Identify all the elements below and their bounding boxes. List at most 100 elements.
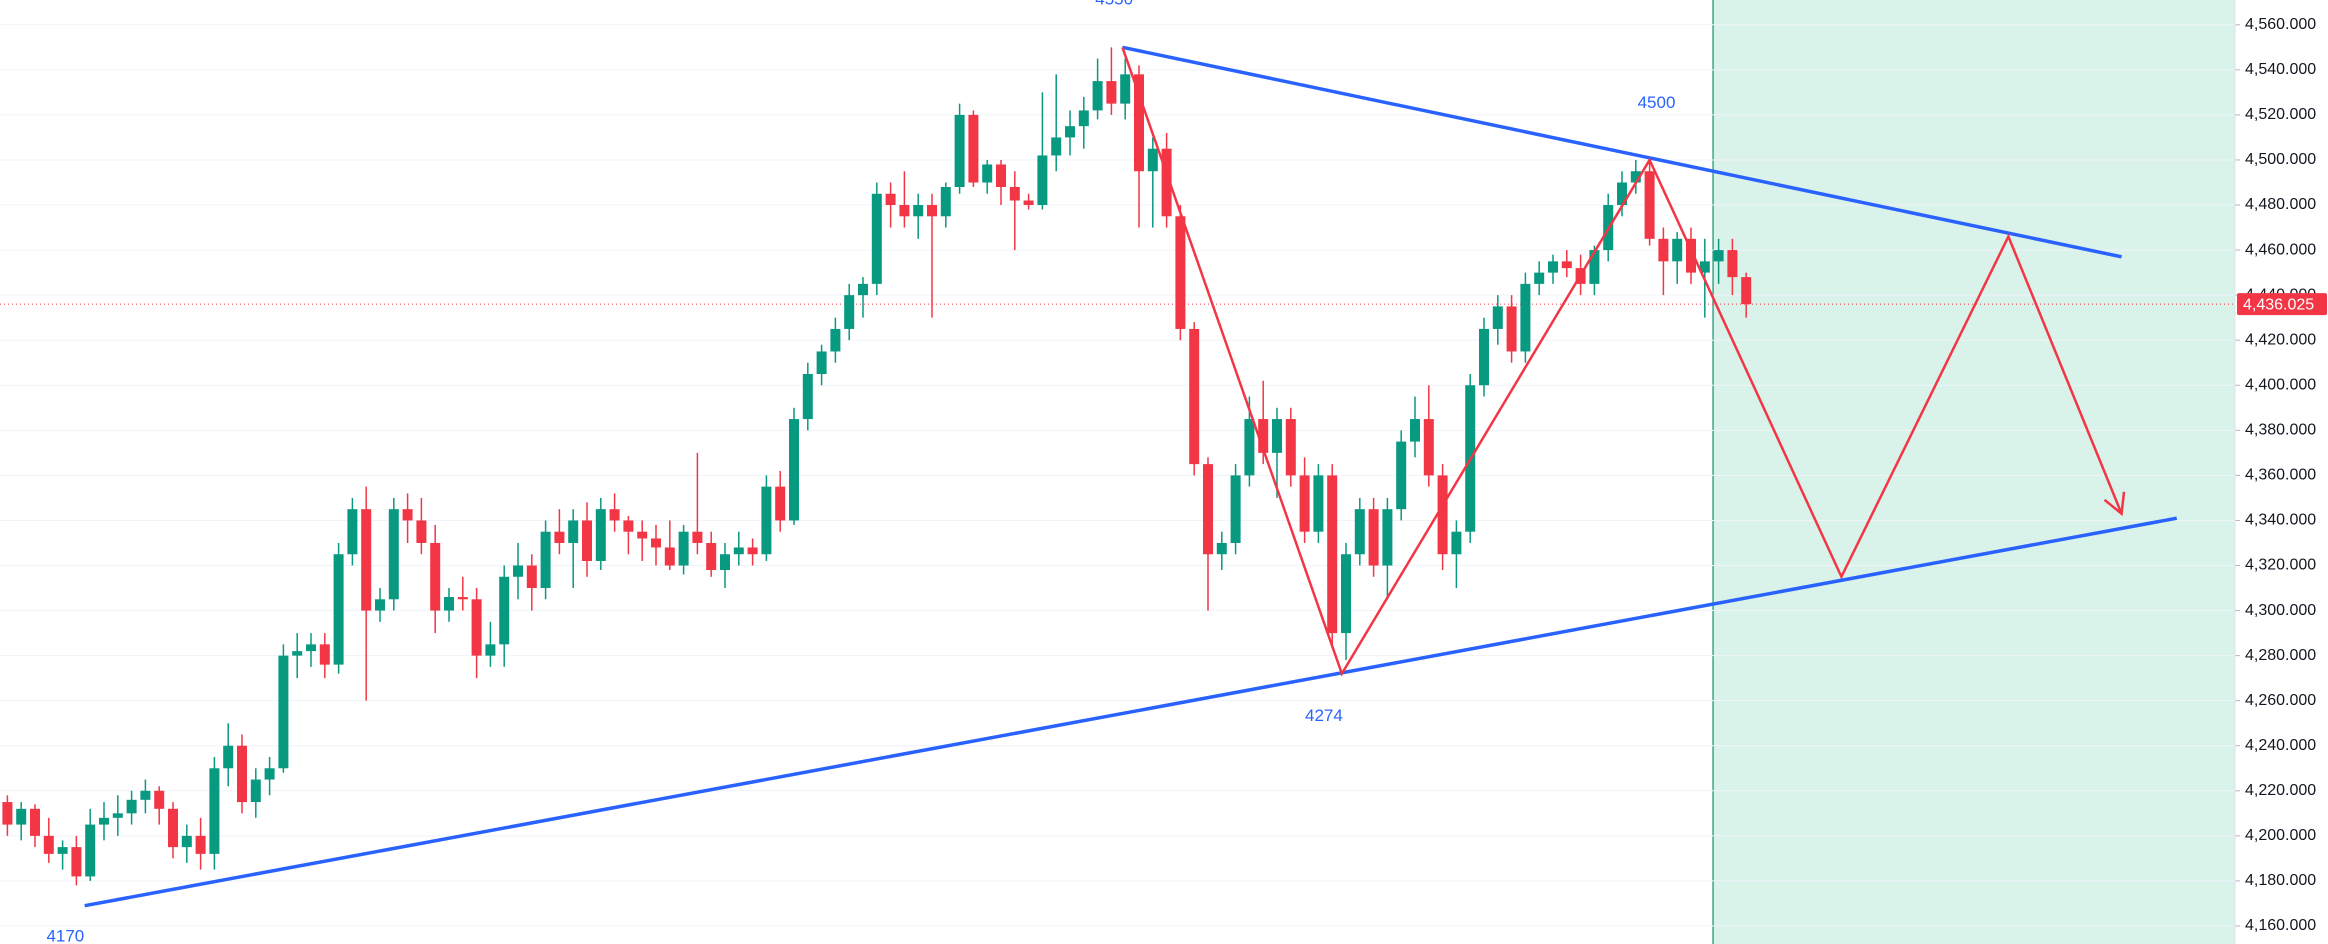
candle-body	[1009, 186, 1020, 201]
candle-body	[1686, 238, 1696, 273]
candle-body	[1092, 81, 1103, 111]
candle-body	[1078, 110, 1089, 127]
candle-body	[237, 745, 247, 803]
last-price-label: 4,436.025	[2243, 296, 2314, 313]
candle-body	[1023, 200, 1034, 206]
candle-body	[112, 813, 123, 818]
candle-body	[1479, 328, 1489, 386]
candle-body	[913, 205, 924, 217]
candle-body	[1617, 182, 1627, 206]
y-tick-label: 4,520.000	[2245, 106, 2316, 123]
y-tick-label: 4,280.000	[2245, 647, 2316, 664]
candle-body	[1492, 306, 1503, 329]
candle-body	[444, 597, 454, 611]
candle-body	[168, 808, 178, 848]
candle-body	[954, 114, 965, 187]
candle-body	[292, 651, 303, 656]
candle-body	[361, 509, 372, 611]
y-tick-label: 4,200.000	[2245, 827, 2316, 844]
candle-body	[637, 531, 648, 539]
y-tick-label: 4,360.000	[2245, 467, 2316, 484]
y-tick-label: 4,500.000	[2245, 151, 2316, 168]
y-tick-label: 4,560.000	[2245, 16, 2316, 33]
candle-body	[1299, 475, 1310, 532]
candle-body	[1672, 238, 1683, 262]
y-tick-label: 4,300.000	[2245, 602, 2316, 619]
candle-body	[1244, 419, 1255, 476]
candle-body	[1437, 475, 1448, 555]
candle-body	[1051, 137, 1062, 156]
candle-body	[1368, 509, 1379, 566]
candle-body	[1354, 509, 1365, 555]
candle-body	[416, 520, 427, 543]
candle-body	[568, 520, 579, 543]
candle-body	[1175, 216, 1186, 329]
candle-body	[1382, 509, 1393, 566]
price-annotation: 4170	[46, 927, 84, 944]
candle-body	[830, 328, 841, 352]
candle-body	[1451, 531, 1462, 555]
drawing-line	[1122, 45, 2122, 259]
candle-body	[1216, 542, 1227, 555]
candle-body	[319, 644, 330, 665]
price-annotation: 4500	[1638, 93, 1676, 112]
candle-body	[402, 509, 413, 521]
candle-body	[140, 790, 151, 800]
candle-body	[623, 520, 634, 532]
candle-body	[982, 164, 993, 183]
candle-body	[181, 835, 192, 848]
candle-body	[43, 835, 54, 854]
candle-body	[1423, 419, 1434, 476]
candle-body	[99, 817, 109, 825]
candle-body	[1258, 419, 1269, 453]
candle-body	[306, 644, 316, 652]
y-tick-label: 4,480.000	[2245, 196, 2316, 213]
candle-body	[651, 538, 661, 548]
y-tick-label: 4,460.000	[2245, 241, 2316, 258]
candle-body	[1561, 261, 1572, 269]
candle-body	[720, 554, 730, 571]
y-tick-label: 4,180.000	[2245, 872, 2316, 889]
candle-body	[195, 835, 206, 854]
candle-body	[333, 554, 344, 665]
candle-body	[1506, 306, 1517, 352]
candle-body	[940, 186, 951, 217]
y-tick-label: 4,380.000	[2245, 422, 2316, 439]
candle-body	[789, 419, 799, 521]
candle-body	[844, 295, 855, 329]
candle-body	[609, 509, 620, 521]
candle-body	[1037, 155, 1048, 206]
candle-body	[250, 779, 261, 803]
candle-body	[1134, 74, 1144, 172]
candle-body	[1341, 554, 1351, 634]
candle-body	[457, 597, 468, 600]
candle-body	[927, 205, 937, 217]
candle-body	[582, 520, 592, 561]
candle-body	[678, 531, 689, 566]
candle-body	[1410, 419, 1420, 442]
candle-body	[554, 531, 565, 543]
candle-body	[871, 193, 882, 284]
candle-body	[1120, 74, 1131, 104]
candle-body	[1396, 441, 1407, 510]
candle-body	[747, 547, 758, 555]
candle-body	[375, 599, 385, 611]
candle-body	[2, 802, 13, 825]
candle-body	[388, 509, 399, 600]
candle-body	[802, 373, 813, 420]
candle-body	[996, 164, 1006, 187]
candle-body	[485, 644, 496, 656]
candle-body	[85, 824, 96, 877]
candle-body	[1727, 250, 1738, 278]
candle-body	[858, 283, 868, 296]
candle-body	[30, 808, 40, 836]
candle-body	[278, 655, 289, 769]
y-tick-label: 4,320.000	[2245, 557, 2316, 574]
candle-body	[1285, 419, 1296, 476]
candle-body	[1548, 261, 1558, 273]
candle-body	[664, 547, 675, 566]
candle-body	[540, 531, 551, 589]
candle-body	[816, 351, 827, 374]
candle-body	[1272, 419, 1282, 453]
